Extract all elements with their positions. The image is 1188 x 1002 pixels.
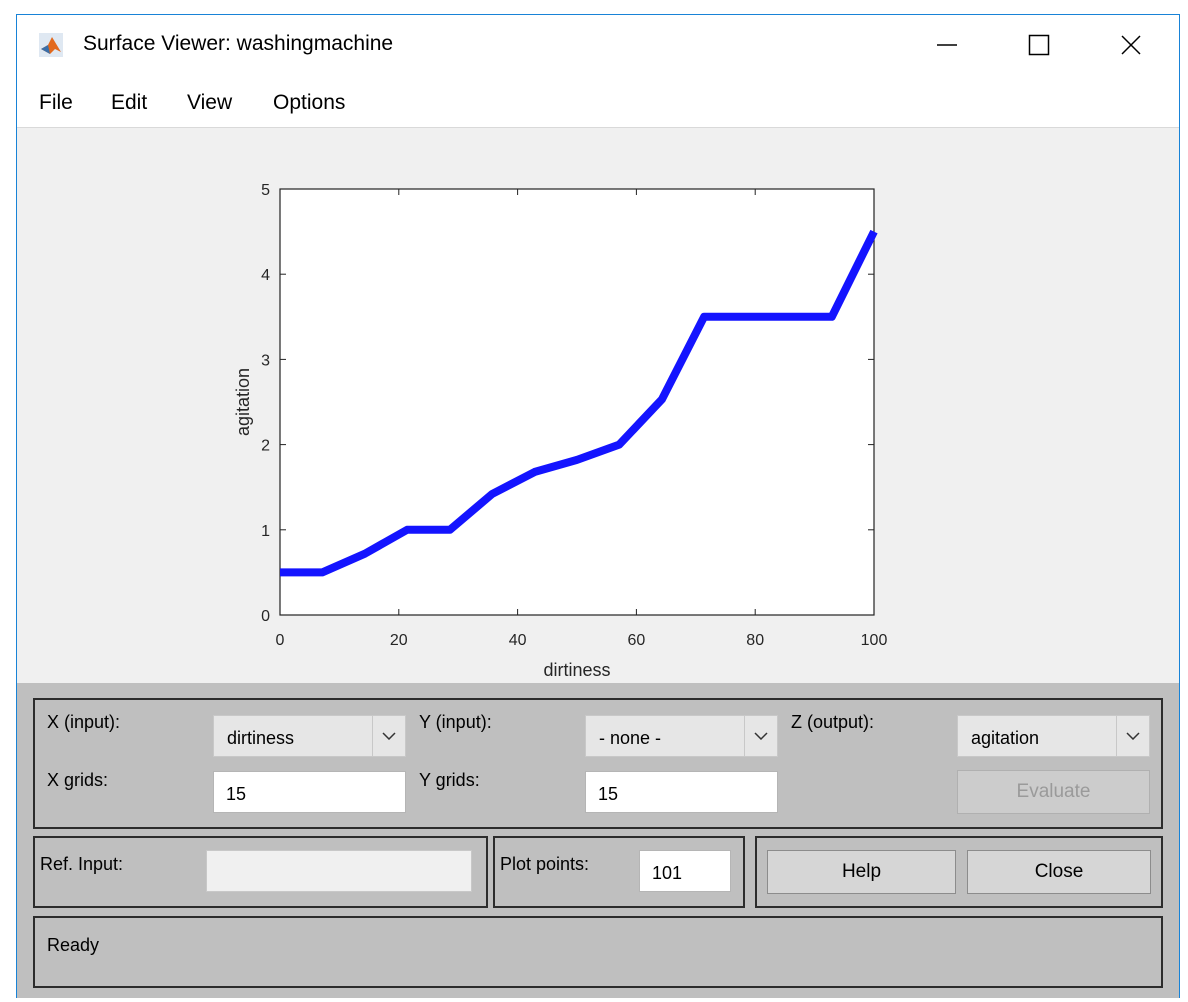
plot-points-value: 101	[652, 863, 683, 883]
client-area: 0 20 40 60 80 100 0 1 2 3 4 5 dirtiness agitation X…	[17, 128, 1179, 998]
y-input-dropdown[interactable]: - none -	[585, 715, 778, 757]
menu-view[interactable]: View	[187, 91, 233, 114]
y-tick-label: 2	[261, 438, 270, 455]
title-bar: Surface Viewer: washingmachine	[17, 15, 1179, 77]
x-tick-label: 60	[628, 632, 646, 649]
x-input-dropdown[interactable]: dirtiness	[213, 715, 406, 757]
plot-points-group: Plot points: 101	[493, 836, 745, 908]
maximize-button[interactable]	[1009, 23, 1069, 67]
control-panel: X (input): dirtiness Y (input): - none -…	[17, 683, 1179, 998]
close-icon	[1121, 35, 1141, 55]
plot-points-field[interactable]: 101	[639, 850, 731, 892]
z-output-dropdown[interactable]: agitation	[957, 715, 1150, 757]
x-tick-label: 100	[861, 632, 888, 649]
x-tick-label: 40	[509, 632, 527, 649]
y-input-label: Y (input):	[419, 712, 492, 732]
y-grids-value: 15	[598, 784, 619, 804]
series-line	[280, 229, 878, 577]
y-input-value: - none -	[599, 728, 662, 748]
axis-selection-group: X (input): dirtiness Y (input): - none -…	[33, 698, 1163, 829]
minimize-icon	[937, 44, 957, 46]
help-button[interactable]: Help	[767, 850, 956, 894]
chevron-down-icon	[1116, 716, 1149, 756]
menu-file[interactable]: File	[39, 91, 73, 114]
y-tick-label: 1	[261, 523, 270, 540]
y-axis-label: agitation	[233, 368, 253, 436]
action-buttons-group: Help Close	[755, 836, 1163, 908]
status-bar: Ready	[33, 916, 1163, 988]
x-grids-value: 15	[226, 784, 247, 804]
x-input-label: X (input):	[47, 712, 121, 732]
x-grids-field[interactable]: 15	[213, 771, 406, 813]
menu-bar: File Edit View Options	[17, 77, 1179, 128]
y-grids-field[interactable]: 15	[585, 771, 778, 813]
x-tick-label: 80	[746, 632, 764, 649]
z-output-label: Z (output):	[791, 712, 875, 732]
close-window-button[interactable]	[1101, 23, 1161, 67]
y-tick-label: 5	[261, 182, 270, 199]
surface-viewer-window: Surface Viewer: washingmachine File Edit…	[16, 14, 1180, 998]
x-axis-label: dirtiness	[543, 660, 610, 680]
z-output-value: agitation	[971, 728, 1040, 748]
minimize-button[interactable]	[917, 23, 977, 67]
ref-input-group: Ref. Input:	[33, 836, 488, 908]
menu-edit[interactable]: Edit	[111, 91, 148, 114]
menu-options[interactable]: Options	[273, 91, 346, 114]
window-title: Surface Viewer: washingmachine	[83, 32, 394, 55]
maximize-icon	[1028, 34, 1050, 56]
x-tick-label: 0	[276, 632, 285, 649]
y-tick-label: 0	[261, 608, 270, 625]
matlab-icon	[39, 33, 63, 57]
y-tick-label: 4	[261, 267, 270, 284]
x-input-value: dirtiness	[227, 728, 295, 748]
ref-input-label: Ref. Input:	[40, 854, 124, 874]
surface-plot: 0 20 40 60 80 100 0 1 2 3 4 5 dirtiness agitation	[233, 182, 888, 680]
evaluate-button[interactable]: Evaluate	[957, 770, 1150, 814]
close-button[interactable]: Close	[967, 850, 1151, 894]
x-grids-label: X grids:	[47, 770, 109, 790]
chevron-down-icon	[744, 716, 777, 756]
x-tick-label: 20	[390, 632, 408, 649]
plot-points-label: Plot points:	[500, 854, 590, 874]
chevron-down-icon	[372, 716, 405, 756]
y-grids-label: Y grids:	[419, 770, 480, 790]
ref-input-field[interactable]	[206, 850, 472, 892]
status-text: Ready	[47, 935, 100, 955]
y-tick-label: 3	[261, 352, 270, 369]
